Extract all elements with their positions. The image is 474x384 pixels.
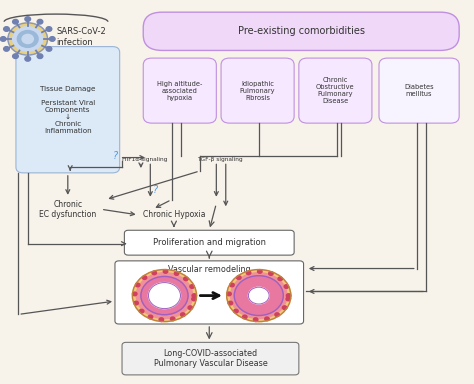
Circle shape [283, 306, 287, 310]
Text: Diabetes
mellitus: Diabetes mellitus [404, 84, 434, 97]
Circle shape [171, 317, 175, 321]
Circle shape [13, 27, 43, 51]
Circle shape [8, 23, 47, 55]
Circle shape [136, 283, 140, 287]
Circle shape [132, 292, 137, 296]
Circle shape [148, 315, 153, 319]
Circle shape [4, 27, 9, 31]
Circle shape [46, 27, 52, 31]
Circle shape [134, 301, 138, 305]
Circle shape [139, 310, 144, 313]
Circle shape [22, 34, 33, 43]
Circle shape [278, 277, 283, 281]
Circle shape [246, 271, 251, 275]
FancyBboxPatch shape [379, 58, 459, 123]
Circle shape [275, 313, 279, 316]
Circle shape [4, 46, 9, 51]
Circle shape [237, 276, 241, 280]
Circle shape [188, 306, 192, 310]
Text: ?: ? [112, 151, 118, 161]
FancyBboxPatch shape [115, 261, 303, 324]
Text: Long-COVID-associated
Pulmonary Vascular Disease: Long-COVID-associated Pulmonary Vascular… [154, 349, 267, 368]
Circle shape [286, 297, 291, 301]
Circle shape [190, 285, 194, 288]
Circle shape [25, 17, 30, 22]
Circle shape [181, 313, 185, 316]
Circle shape [227, 292, 231, 296]
Circle shape [183, 277, 188, 281]
Circle shape [230, 273, 287, 318]
Circle shape [37, 54, 43, 58]
Text: Chronic
EC dysfunction: Chronic EC dysfunction [39, 200, 96, 219]
Circle shape [254, 318, 258, 321]
Circle shape [148, 283, 181, 309]
Circle shape [227, 270, 291, 322]
Circle shape [136, 273, 193, 318]
FancyBboxPatch shape [143, 12, 459, 50]
Circle shape [18, 31, 38, 47]
Circle shape [234, 310, 238, 313]
Circle shape [49, 36, 55, 41]
Text: Tissue Damage

Persistant Viral
Components
↓
Chronic
Inflammation: Tissue Damage Persistant Viral Component… [40, 86, 96, 134]
Circle shape [141, 276, 188, 315]
Text: Chronic
Obstructive
Pulmonary
Disease: Chronic Obstructive Pulmonary Disease [316, 77, 355, 104]
Text: Chronic Hypoxia: Chronic Hypoxia [143, 210, 205, 220]
Circle shape [13, 20, 18, 24]
Circle shape [37, 20, 43, 24]
Circle shape [286, 294, 291, 298]
Text: TGF-β signaling: TGF-β signaling [198, 157, 243, 162]
Circle shape [46, 46, 52, 51]
Circle shape [234, 276, 283, 316]
Circle shape [163, 270, 168, 273]
FancyBboxPatch shape [299, 58, 372, 123]
Circle shape [0, 36, 6, 41]
FancyBboxPatch shape [221, 58, 294, 123]
Text: ?: ? [153, 185, 157, 195]
FancyBboxPatch shape [143, 58, 216, 123]
Circle shape [284, 285, 289, 288]
Circle shape [13, 54, 18, 58]
Text: Pre-existing comorbidities: Pre-existing comorbidities [237, 26, 365, 36]
Circle shape [132, 270, 197, 322]
Circle shape [243, 315, 247, 319]
FancyBboxPatch shape [16, 46, 119, 173]
Circle shape [228, 301, 233, 305]
Circle shape [25, 56, 30, 61]
Circle shape [174, 271, 179, 275]
Text: Idiopathic
Pulmonary
Fibrosis: Idiopathic Pulmonary Fibrosis [240, 81, 275, 101]
Text: Vascular remodeling: Vascular remodeling [168, 265, 251, 274]
Circle shape [192, 297, 196, 301]
Circle shape [269, 271, 273, 275]
Circle shape [152, 271, 156, 275]
FancyBboxPatch shape [122, 343, 299, 375]
Circle shape [265, 317, 269, 321]
Circle shape [159, 318, 164, 321]
Text: Proliferation and migration: Proliferation and migration [153, 238, 266, 247]
Text: HIF1α signaling: HIF1α signaling [122, 157, 167, 162]
Text: High altitude-
associated
hypoxia: High altitude- associated hypoxia [157, 81, 202, 101]
Circle shape [257, 270, 262, 273]
Text: SARS-CoV-2
infection: SARS-CoV-2 infection [56, 27, 106, 47]
Circle shape [18, 31, 37, 46]
Circle shape [248, 287, 269, 304]
Circle shape [142, 276, 147, 280]
FancyBboxPatch shape [124, 230, 294, 255]
Circle shape [230, 283, 234, 287]
Circle shape [192, 294, 197, 298]
